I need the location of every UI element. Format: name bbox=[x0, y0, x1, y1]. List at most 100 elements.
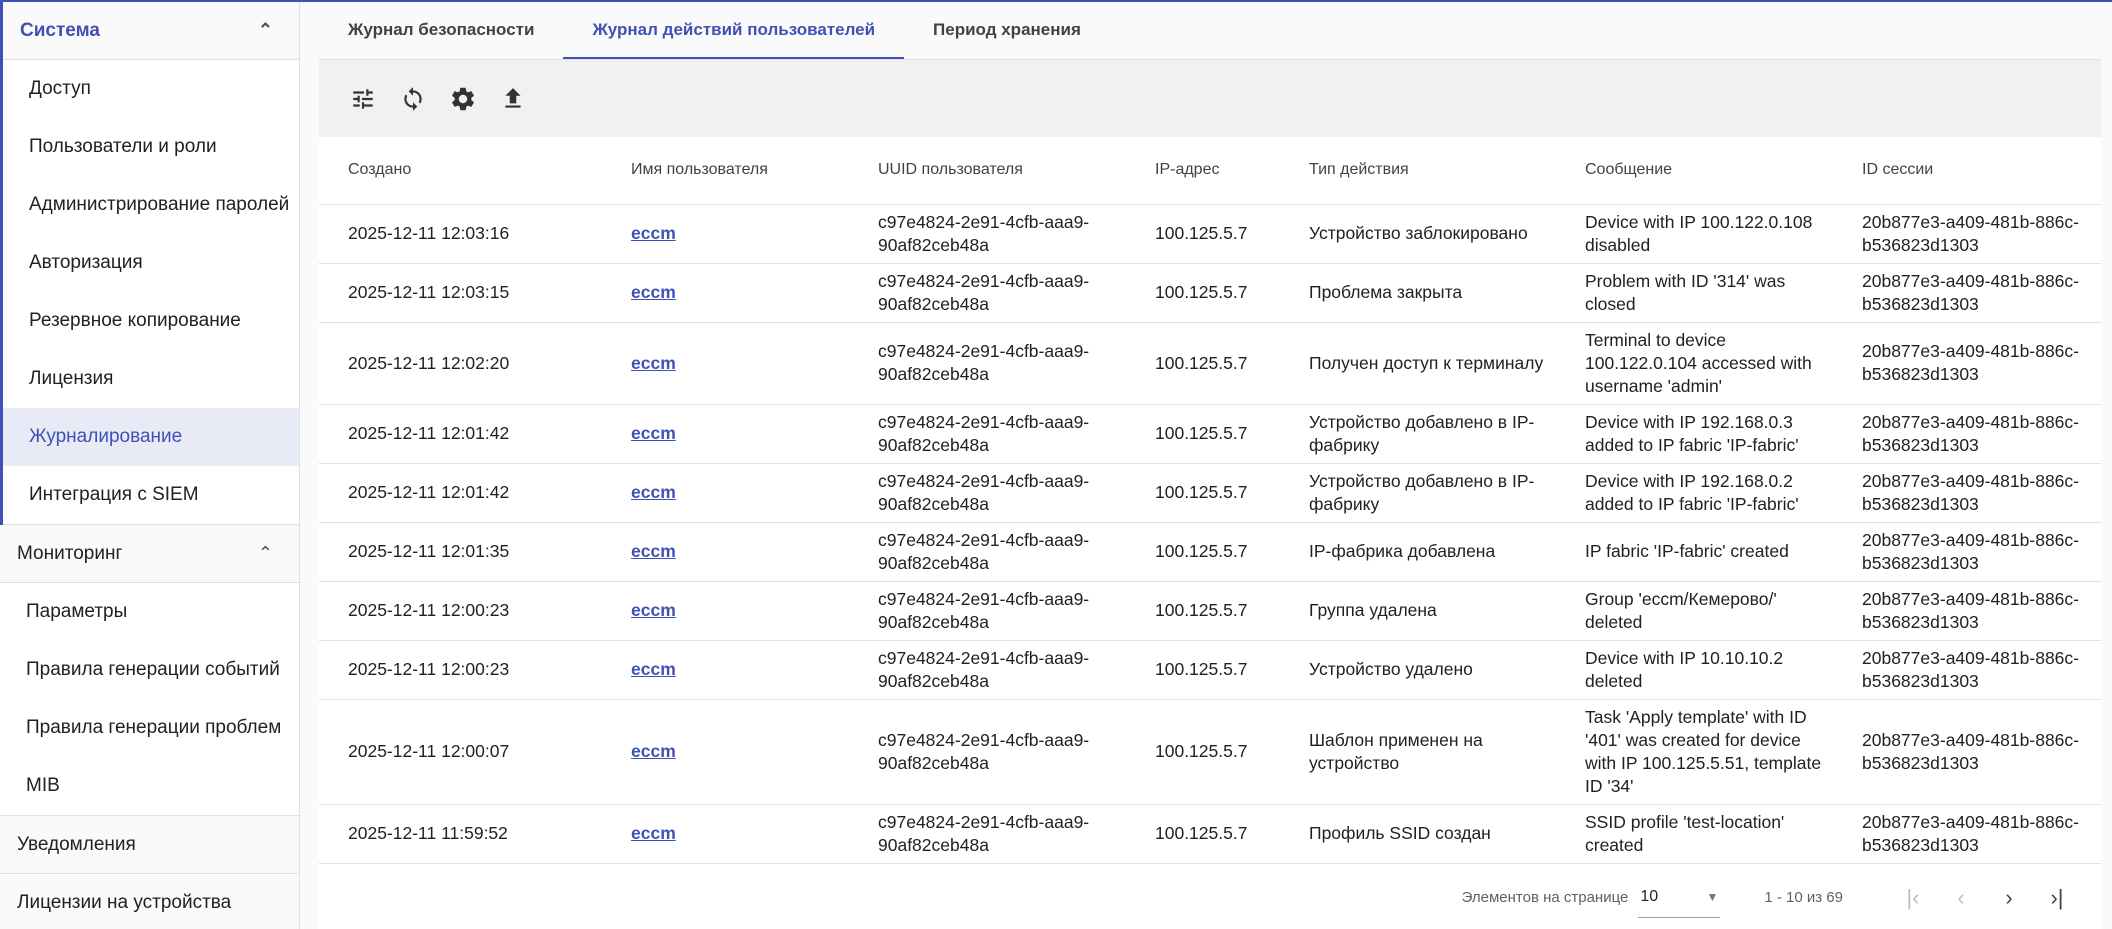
table-cell: c97e4824-2e91-4cfb-aaa9-90af82ceb48a bbox=[849, 263, 1126, 323]
username-link[interactable]: eccm bbox=[631, 223, 676, 243]
table-cell: 2025-12-11 12:02:20 bbox=[319, 322, 602, 405]
table-cell: Device with IP 192.168.0.3 added to IP f… bbox=[1556, 404, 1833, 464]
table-cell: IP-фабрика добавлена bbox=[1280, 522, 1556, 582]
table-cell: 100.125.5.7 bbox=[1126, 581, 1280, 641]
tab[interactable]: Журнал безопасности bbox=[348, 19, 535, 39]
sidebar-item[interactable]: Параметры bbox=[26, 601, 128, 622]
sidebar-item[interactable]: Доступ bbox=[29, 78, 91, 99]
table-cell: Устройство удалено bbox=[1280, 640, 1556, 700]
table-cell: 2025-12-11 11:59:52 bbox=[319, 804, 602, 864]
tab[interactable]: Период хранения bbox=[933, 19, 1081, 39]
table-cell: 20b877e3-a409-481b-886c-b536823d1303 bbox=[1833, 804, 2101, 864]
table-cell: c97e4824-2e91-4cfb-aaa9-90af82ceb48a bbox=[849, 699, 1126, 805]
table-cell: SSID profile 'test-location' created bbox=[1556, 804, 1833, 864]
table-cell: eccm bbox=[602, 581, 849, 641]
log-card: Создано Имя пользователя UUID пользователя… bbox=[319, 60, 2101, 929]
refresh-icon[interactable] bbox=[398, 84, 428, 114]
table-row: 2025-12-11 12:00:23 eccm c97e4824-2e91-4cf… bbox=[319, 640, 2101, 700]
tab[interactable]: Журнал действий пользователей bbox=[563, 2, 905, 59]
sidebar-section-header[interactable]: Система ⌃ bbox=[3, 2, 299, 60]
next-page-icon[interactable]: › bbox=[2005, 884, 2013, 910]
chevron-up-icon[interactable]: ⌃ bbox=[257, 20, 273, 40]
sidebar-item[interactable]: Авторизация bbox=[29, 252, 143, 273]
table-header-row: Создано Имя пользователя UUID пользователя… bbox=[319, 137, 2101, 205]
sidebar-section: Лицензии на устройства bbox=[0, 874, 299, 929]
sidebar-section-header[interactable]: Уведомления bbox=[0, 816, 299, 874]
table-cell: 20b877e3-a409-481b-886c-b536823d1303 bbox=[1833, 263, 2101, 323]
column-header[interactable]: ID сессии bbox=[1833, 137, 2101, 205]
chevron-up-icon[interactable]: ⌃ bbox=[257, 543, 273, 563]
table-cell: 2025-12-11 12:01:42 bbox=[319, 404, 602, 464]
table-row: 2025-12-11 12:01:35 eccm c97e4824-2e91-4cf… bbox=[319, 522, 2101, 582]
table-cell: 100.125.5.7 bbox=[1126, 804, 1280, 864]
sidebar-item[interactable]: Журналирование bbox=[3, 408, 299, 466]
sidebar-section: Система ⌃ Доступ Пользователи и роли Админис… bbox=[0, 2, 299, 525]
table-cell: eccm bbox=[602, 640, 849, 700]
last-page-icon[interactable]: ›| bbox=[2050, 884, 2064, 910]
table-cell: c97e4824-2e91-4cfb-aaa9-90af82ceb48a bbox=[849, 522, 1126, 582]
username-link[interactable]: eccm bbox=[631, 352, 676, 373]
table-cell: Device with IP 100.122.0.108 disabled bbox=[1556, 204, 1833, 264]
table-cell: Device with IP 10.10.10.2 deleted bbox=[1556, 640, 1833, 700]
table-cell: 2025-12-11 12:00:07 bbox=[319, 699, 602, 805]
username-link[interactable]: eccm bbox=[631, 600, 676, 620]
sidebar-item[interactable]: Лицензия bbox=[29, 368, 114, 389]
prev-page-icon[interactable]: ‹ bbox=[1957, 884, 1965, 910]
sidebar-item[interactable]: Интеграция с SIEM bbox=[29, 484, 199, 505]
column-header[interactable]: Тип действия bbox=[1280, 137, 1556, 205]
column-header[interactable]: IP-адрес bbox=[1126, 137, 1280, 205]
sidebar-items: Доступ Пользователи и роли Администрирован… bbox=[3, 60, 299, 525]
table-cell: c97e4824-2e91-4cfb-aaa9-90af82ceb48a bbox=[849, 204, 1126, 264]
sidebar-section: Уведомления bbox=[0, 816, 299, 874]
tune-icon[interactable] bbox=[348, 84, 378, 114]
sidebar-item[interactable]: Пользователи и роли bbox=[29, 136, 217, 157]
table-cell: eccm bbox=[602, 522, 849, 582]
table-cell: 20b877e3-a409-481b-886c-b536823d1303 bbox=[1833, 522, 2101, 582]
paginator: Элементов на странице 10 ▼ 1 - 10 из 69 … bbox=[319, 864, 2101, 929]
page-size-select[interactable]: 10 ▼ bbox=[1638, 878, 1721, 918]
sidebar-item[interactable]: MIB bbox=[26, 775, 60, 796]
table-cell: 20b877e3-a409-481b-886c-b536823d1303 bbox=[1833, 640, 2101, 700]
table-cell: 100.125.5.7 bbox=[1126, 640, 1280, 700]
column-header[interactable]: UUID пользователя bbox=[849, 137, 1126, 205]
first-page-icon[interactable]: |‹ bbox=[1906, 884, 1920, 910]
table-cell: 2025-12-11 12:03:16 bbox=[319, 204, 602, 264]
table-cell: c97e4824-2e91-4cfb-aaa9-90af82ceb48a bbox=[849, 463, 1126, 523]
sidebar-section-header[interactable]: Лицензии на устройства bbox=[0, 874, 299, 929]
username-link[interactable]: eccm bbox=[631, 282, 676, 302]
sidebar-item[interactable]: Правила генерации проблем bbox=[26, 717, 282, 738]
column-header[interactable]: Сообщение bbox=[1556, 137, 1833, 205]
table-cell: c97e4824-2e91-4cfb-aaa9-90af82ceb48a bbox=[849, 640, 1126, 700]
table-cell: 100.125.5.7 bbox=[1126, 263, 1280, 323]
settings-icon[interactable] bbox=[448, 84, 478, 114]
table-cell: eccm bbox=[602, 699, 849, 805]
username-link[interactable]: eccm bbox=[631, 482, 676, 502]
username-link[interactable]: eccm bbox=[631, 823, 676, 843]
username-link[interactable]: eccm bbox=[631, 741, 676, 761]
table-cell: c97e4824-2e91-4cfb-aaa9-90af82ceb48a bbox=[849, 322, 1126, 405]
username-link[interactable]: eccm bbox=[631, 541, 676, 561]
username-link[interactable]: eccm bbox=[631, 659, 676, 679]
table-cell: Device with IP 192.168.0.2 added to IP f… bbox=[1556, 463, 1833, 523]
sidebar-item[interactable]: Правила генерации событий bbox=[26, 659, 280, 680]
upload-icon[interactable] bbox=[498, 84, 528, 114]
sidebar-item[interactable]: Администрирование паролей bbox=[29, 194, 290, 215]
username-link[interactable]: eccm bbox=[631, 423, 676, 443]
table-cell: 20b877e3-a409-481b-886c-b536823d1303 bbox=[1833, 204, 2101, 264]
table-cell: c97e4824-2e91-4cfb-aaa9-90af82ceb48a bbox=[849, 804, 1126, 864]
column-header[interactable]: Создано bbox=[319, 137, 602, 205]
sidebar-items: Параметры Правила генерации событий Правил… bbox=[0, 583, 299, 816]
column-header[interactable]: Имя пользователя bbox=[602, 137, 849, 205]
sidebar-section-header[interactable]: Мониторинг ⌃ bbox=[0, 525, 299, 583]
table-cell: 20b877e3-a409-481b-886c-b536823d1303 bbox=[1833, 463, 2101, 523]
table-cell: IP fabric 'IP-fabric' created bbox=[1556, 522, 1833, 582]
table-cell: c97e4824-2e91-4cfb-aaa9-90af82ceb48a bbox=[849, 404, 1126, 464]
table-cell: Устройство заблокировано bbox=[1280, 204, 1556, 264]
user-actions-table: Создано Имя пользователя UUID пользователя… bbox=[319, 137, 2101, 864]
table-row: 2025-12-11 12:02:20 eccm c97e4824-2e91-4cf… bbox=[319, 322, 2101, 405]
sidebar-item[interactable]: Резервное копирование bbox=[29, 310, 241, 331]
section-label: Лицензии на устройства bbox=[17, 891, 232, 913]
table-cell: 100.125.5.7 bbox=[1126, 404, 1280, 464]
table-cell: 20b877e3-a409-481b-886c-b536823d1303 bbox=[1833, 699, 2101, 805]
table-cell: 2025-12-11 12:00:23 bbox=[319, 640, 602, 700]
